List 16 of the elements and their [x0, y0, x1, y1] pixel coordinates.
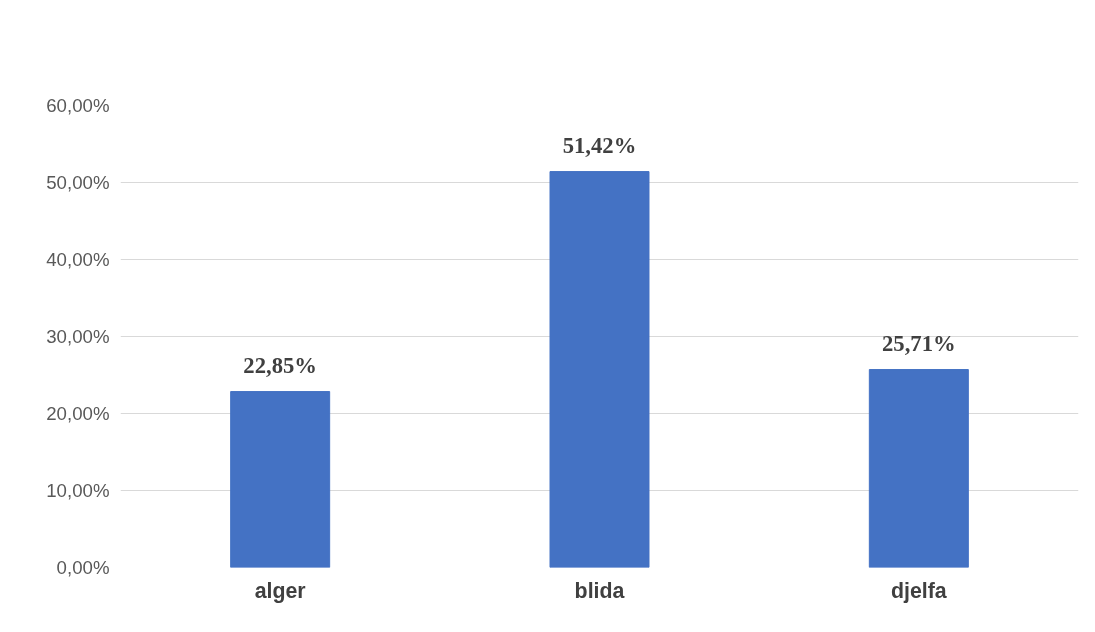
y-tick-label: 0,00%: [56, 557, 110, 578]
data-label: 25,71%: [882, 330, 956, 356]
data-label: 51,42%: [562, 132, 637, 158]
y-tick-label: 20,00%: [46, 403, 110, 424]
y-tick-label: 30,00%: [46, 326, 110, 347]
x-tick-label: djelfa: [890, 578, 947, 603]
bar: [230, 391, 331, 568]
bar: [549, 171, 650, 568]
y-tick-label: 40,00%: [46, 249, 110, 270]
x-tick-label: alger: [254, 578, 306, 603]
y-tick-label: 10,00%: [46, 480, 110, 501]
bar: [868, 369, 969, 568]
data-label: 22,85%: [243, 352, 317, 378]
y-tick-label: 50,00%: [46, 172, 110, 193]
x-tick-label: blida: [574, 578, 625, 603]
y-tick-label: 60,00%: [46, 95, 110, 116]
